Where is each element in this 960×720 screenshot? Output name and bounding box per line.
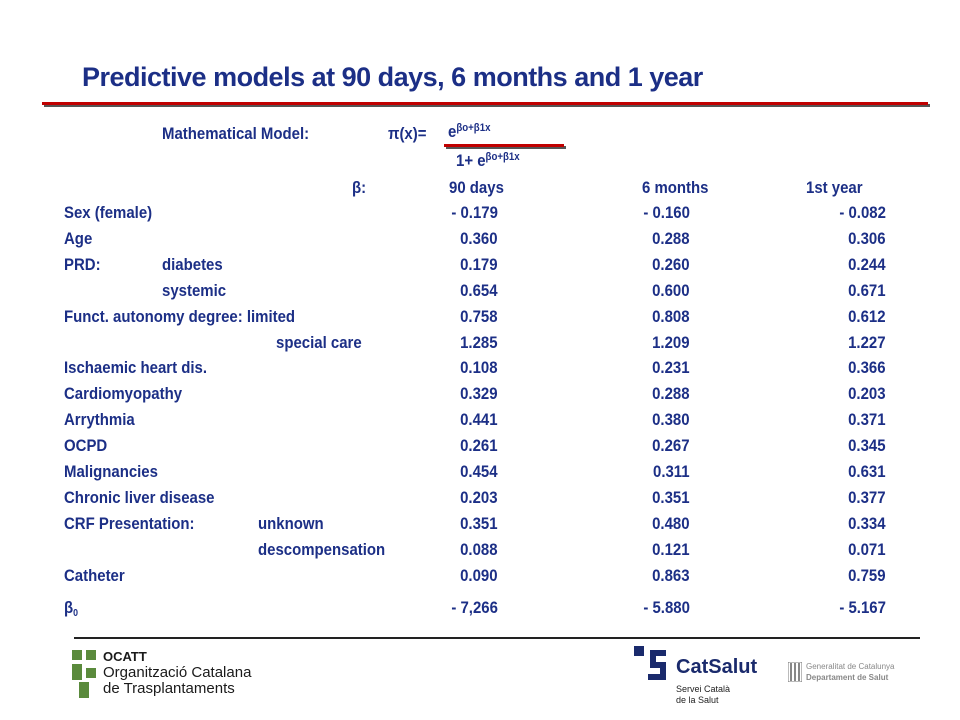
ocatt-logo-icon bbox=[72, 650, 96, 698]
cell-90-days: 0.088 bbox=[460, 540, 498, 559]
catsalut-logo-icon bbox=[634, 646, 666, 680]
cell-6-months: 0.480 bbox=[652, 514, 690, 533]
row-label: OCPD bbox=[64, 436, 108, 455]
cell-90-days: 0.203 bbox=[460, 488, 498, 507]
cell-1st-year: 0.334 bbox=[848, 514, 886, 533]
page-title: Predictive models at 90 days, 6 months a… bbox=[82, 62, 703, 92]
cell-90-days: 0.351 bbox=[460, 514, 498, 533]
cell-1st-year: 0.071 bbox=[848, 540, 886, 559]
col-header-90-days: 90 days bbox=[449, 178, 504, 197]
model-denominator: 1+ eβo+β1x bbox=[456, 151, 520, 170]
cell-90-days: 0.441 bbox=[460, 410, 498, 429]
cell-6-months: 0.231 bbox=[652, 358, 690, 377]
ocatt-abbreviation: OCATT bbox=[103, 649, 147, 664]
cell-6-months: 0.808 bbox=[652, 307, 690, 326]
cell-90-days: 0.090 bbox=[460, 566, 498, 585]
row-label: Catheter bbox=[64, 566, 125, 585]
cell-6-months: 1.209 bbox=[652, 333, 690, 352]
beta0-1st-year: - 5.167 bbox=[839, 598, 886, 617]
model-lhs: π(x)= bbox=[388, 124, 427, 143]
row-sublabel: descompensation bbox=[258, 540, 386, 559]
cell-6-months: 0.121 bbox=[652, 540, 690, 559]
cell-6-months: 0.863 bbox=[652, 566, 690, 585]
cell-6-months: 0.351 bbox=[652, 488, 690, 507]
beta0-6-months: - 5.880 bbox=[643, 598, 690, 617]
generalitat-emblem-icon bbox=[788, 662, 802, 682]
catsalut-name: CatSalut bbox=[676, 656, 758, 678]
beta0-90-days: - 7,266 bbox=[451, 598, 498, 617]
catsalut-subtitle-line1: Servei Català bbox=[676, 684, 731, 694]
cell-1st-year: 0.631 bbox=[848, 462, 886, 481]
row-label: Malignancies bbox=[64, 462, 158, 481]
cell-90-days: 1.285 bbox=[460, 333, 498, 352]
cell-6-months: 0.288 bbox=[652, 384, 690, 403]
cell-1st-year: 0.203 bbox=[848, 384, 886, 403]
cell-1st-year: - 0.082 bbox=[839, 203, 886, 222]
model-numerator: eβo+β1x bbox=[448, 122, 491, 141]
row-label: CRF Presentation: bbox=[64, 514, 195, 533]
fraction-bar bbox=[444, 144, 564, 147]
row-label: Funct. autonomy degree: limited bbox=[64, 307, 296, 326]
cell-90-days: 0.654 bbox=[460, 281, 498, 300]
catsalut-subtitle-line2: de la Salut bbox=[676, 695, 719, 705]
cell-1st-year: 0.377 bbox=[848, 488, 886, 507]
cell-1st-year: 0.371 bbox=[848, 410, 886, 429]
cell-1st-year: 0.759 bbox=[848, 566, 886, 585]
beta0-label: β0 bbox=[64, 598, 79, 619]
cell-90-days: 0.329 bbox=[460, 384, 498, 403]
cell-6-months: 0.260 bbox=[652, 255, 690, 274]
cell-90-days: 0.360 bbox=[460, 229, 498, 248]
generalitat-line1: Generalitat de Catalunya bbox=[806, 662, 895, 671]
row-label: Cardiomyopathy bbox=[64, 384, 183, 403]
row-label: Age bbox=[64, 229, 93, 248]
ocatt-name-line1: Organització Catalana bbox=[103, 664, 252, 681]
row-label: Ischaemic heart dis. bbox=[64, 358, 208, 377]
col-header-1st-year: 1st year bbox=[806, 178, 863, 197]
row-sublabel: unknown bbox=[258, 514, 324, 533]
row-label: Chronic liver disease bbox=[64, 488, 215, 507]
cell-6-months: 0.288 bbox=[652, 229, 690, 248]
cell-6-months: 0.380 bbox=[652, 410, 690, 429]
row-label: PRD: bbox=[64, 255, 101, 274]
col-header-6-months: 6 months bbox=[642, 178, 709, 197]
cell-1st-year: 1.227 bbox=[848, 333, 886, 352]
footer-divider bbox=[74, 637, 920, 639]
cell-6-months: 0.600 bbox=[652, 281, 690, 300]
ocatt-name-line2: de Trasplantaments bbox=[103, 680, 235, 697]
cell-6-months: 0.311 bbox=[653, 462, 690, 481]
cell-1st-year: 0.244 bbox=[848, 255, 886, 274]
cell-1st-year: 0.671 bbox=[848, 281, 886, 300]
cell-90-days: - 0.179 bbox=[451, 203, 498, 222]
cell-90-days: 0.454 bbox=[460, 462, 498, 481]
cell-6-months: - 0.160 bbox=[643, 203, 690, 222]
title-underline bbox=[42, 102, 928, 105]
cell-1st-year: 0.612 bbox=[848, 307, 886, 326]
row-sublabel: systemic bbox=[162, 281, 227, 300]
cell-1st-year: 0.345 bbox=[848, 436, 886, 455]
model-label: Mathematical Model: bbox=[162, 124, 310, 143]
row-sublabel: diabetes bbox=[162, 255, 223, 274]
cell-90-days: 0.179 bbox=[460, 255, 498, 274]
cell-90-days: 0.108 bbox=[460, 358, 498, 377]
cell-6-months: 0.267 bbox=[652, 436, 690, 455]
cell-1st-year: 0.366 bbox=[848, 358, 886, 377]
cell-90-days: 0.758 bbox=[460, 307, 498, 326]
generalitat-line2: Departament de Salut bbox=[806, 673, 889, 682]
cell-90-days: 0.261 bbox=[460, 436, 498, 455]
row-label: Sex (female) bbox=[64, 203, 153, 222]
row-label: Arrythmia bbox=[64, 410, 135, 429]
row-sublabel: special care bbox=[276, 333, 362, 352]
cell-1st-year: 0.306 bbox=[848, 229, 886, 248]
beta-header: β: bbox=[352, 178, 367, 197]
